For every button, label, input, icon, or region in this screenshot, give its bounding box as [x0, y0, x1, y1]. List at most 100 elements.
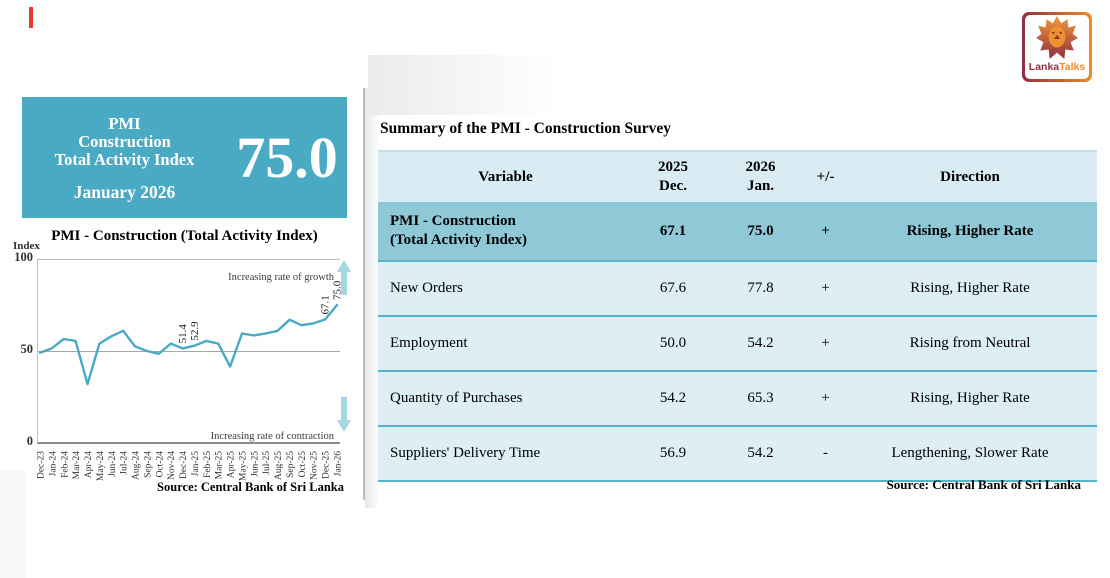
- cell-jan-value: 65.3: [747, 390, 774, 407]
- logo-talks: Talks: [1059, 61, 1086, 73]
- x-tick-label: Aug-25: [274, 451, 284, 480]
- cell-jan-value: 54.2: [747, 335, 774, 352]
- x-tick-label: Jan-26: [334, 451, 344, 477]
- lankatalks-logo: LankaTalks: [1022, 12, 1092, 82]
- cell-dec-value: 50.0: [659, 335, 687, 352]
- cell-dec-value: 56.9: [659, 445, 687, 462]
- cell-dec-value: 54.2: [659, 390, 687, 407]
- panel-shadow: [365, 88, 378, 508]
- cell-direction: Rising, Higher Rate: [910, 280, 1030, 297]
- table-header-row: Variable 2025 Dec. 2026 Jan. +/- Direction: [378, 152, 1097, 202]
- x-tick-label: Jun-24: [108, 451, 118, 477]
- cell-sign: +: [821, 390, 830, 407]
- point-value-label: 75.0: [332, 280, 344, 300]
- cell-variable: New Orders: [390, 280, 463, 297]
- y-axis-title: Index: [13, 240, 40, 252]
- cell-jan-value: 54.2: [747, 445, 774, 462]
- x-tick-label: Jun-25: [250, 451, 260, 477]
- growth-label: Increasing rate of growth: [228, 272, 335, 283]
- scan-shadow: [368, 55, 558, 115]
- cell-variable: Employment: [390, 335, 468, 352]
- x-tick-label: Oct-24: [155, 451, 165, 478]
- x-tick-label: Sep-24: [143, 451, 153, 478]
- x-tick-label: Mar-25: [215, 451, 225, 480]
- cell-variable: PMI - Construction (Total Activity Index…: [390, 213, 527, 248]
- contraction-arrow-icon: [337, 397, 351, 432]
- logo-lanka: Lanka: [1028, 61, 1060, 73]
- lankatalks-logo-inner: LankaTalks: [1025, 15, 1089, 79]
- table-row: PMI - Construction (Total Activity Index…: [378, 202, 1097, 262]
- col-2025-dec: 2025 Dec.: [658, 159, 688, 194]
- pmi-series-line: [38, 303, 339, 386]
- headline-period: January 2026: [73, 181, 176, 202]
- red-cursor-artifact: [29, 7, 33, 28]
- y-tick-50: 50: [20, 342, 34, 356]
- x-tick-label: Nov-25: [310, 451, 320, 480]
- x-tick-label: Mar-24: [72, 451, 82, 480]
- headline-line1: PMI: [108, 113, 141, 133]
- lion-icon: [1036, 16, 1078, 59]
- headline-line2: Construction: [78, 131, 171, 151]
- logo-wordmark: LankaTalks: [1029, 62, 1085, 73]
- x-tick-label: Dec-23: [37, 451, 47, 479]
- x-tick-label: Dec-25: [322, 451, 332, 479]
- summary-source: Source: Central Bank of Sri Lanka: [886, 477, 1081, 492]
- panel-divider-line: [363, 88, 365, 500]
- x-tick-label: Jul-24: [120, 451, 130, 475]
- cell-variable: Quantity of Purchases: [390, 390, 523, 407]
- cell-direction: Lengthening, Slower Rate: [891, 445, 1049, 462]
- cell-dec-value: 67.6: [659, 280, 687, 297]
- cell-direction: Rising from Neutral: [909, 335, 1031, 352]
- x-tick-label: Aug-24: [132, 451, 142, 480]
- x-tick-label: Nov-24: [167, 451, 177, 480]
- cell-sign: +: [821, 222, 830, 239]
- x-tick-label: Apr-25: [227, 451, 237, 478]
- point-value-label: 51.4: [177, 324, 189, 344]
- cell-jan-value: 75.0: [747, 222, 774, 239]
- x-tick-label: Oct-25: [298, 451, 308, 478]
- headline-value: 75.0: [236, 124, 338, 190]
- col-sign: +/-: [816, 168, 835, 185]
- x-tick-label: Feb-24: [60, 451, 70, 478]
- contraction-label: Increasing rate of contraction: [211, 431, 335, 442]
- cell-sign: -: [823, 445, 828, 462]
- x-tick-label: May-25: [238, 451, 248, 481]
- headline-line3: Total Activity Index: [54, 149, 195, 169]
- col-variable: Variable: [478, 168, 533, 185]
- chart-source: Source: Central Bank of Sri Lanka: [157, 480, 344, 494]
- x-tick-label: Dec-24: [179, 451, 189, 479]
- x-tick-label: Apr-24: [84, 451, 94, 478]
- headline-box: PMI Construction Total Activity Index Ja…: [22, 97, 347, 218]
- point-value-label: 52.9: [189, 321, 201, 341]
- chart-title: PMI - Construction (Total Activity Index…: [51, 228, 318, 244]
- pmi-line-chart: Increasing rate of growth Increasing rat…: [37, 259, 351, 481]
- cell-sign: +: [821, 335, 830, 352]
- col-direction: Direction: [940, 168, 1000, 185]
- summary-title: Summary of the PMI - Construction Survey: [380, 120, 672, 137]
- x-tick-label: Sep-25: [286, 451, 296, 478]
- cell-variable: Suppliers' Delivery Time: [390, 445, 541, 462]
- growth-arrow-icon: [337, 260, 351, 295]
- x-tick-label: Jan-25: [191, 451, 201, 477]
- col-2026-jan: 2026 Jan.: [745, 159, 776, 194]
- corner-shadow: [0, 470, 25, 578]
- cell-direction: Rising, Higher Rate: [910, 390, 1030, 407]
- table-row: New Orders 67.6 77.8 + Rising, Higher Rate: [378, 262, 1097, 317]
- summary-table: Variable 2025 Dec. 2026 Jan. +/- Direction PM…: [378, 150, 1097, 482]
- point-value-label: 67.1: [320, 295, 332, 314]
- data-point-labels: 51.4 52.9 67.175.0: [177, 280, 343, 343]
- x-axis-labels: Dec-23 Jan-24 Feb-24 Mar-24 Apr-24 May-24 Jun-…: [37, 451, 344, 481]
- table-row: Suppliers' Delivery Time 56.9 54.2 - Lengthe…: [378, 427, 1097, 482]
- cell-direction: Rising, Higher Rate: [906, 222, 1034, 239]
- y-tick-0: 0: [26, 434, 33, 448]
- headline-title: PMI Construction Total Activity Index Ja…: [22, 113, 227, 203]
- x-tick-label: Jan-24: [48, 451, 58, 477]
- table-row: Quantity of Purchases 54.2 65.3 + Rising, Hi…: [378, 372, 1097, 427]
- cell-sign: +: [821, 280, 830, 297]
- cell-dec-value: 67.1: [659, 222, 687, 239]
- x-tick-label: Jul-25: [262, 451, 272, 475]
- y-tick-100: 100: [14, 250, 33, 264]
- table-row: Employment 50.0 54.2 + Rising from Neutral: [378, 317, 1097, 372]
- x-tick-label: May-24: [96, 451, 106, 481]
